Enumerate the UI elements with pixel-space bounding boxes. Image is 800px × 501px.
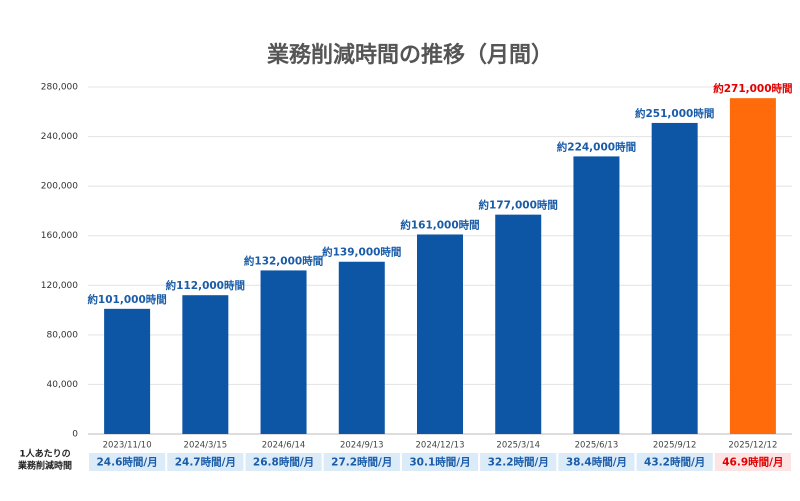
per-person-cell	[714, 453, 791, 471]
x-tick-label: 2025/9/12	[653, 441, 697, 451]
per-person-cell	[89, 453, 166, 471]
per-person-value: 27.2時間/月	[331, 456, 392, 469]
value-label: 約132,000時間	[244, 254, 323, 267]
x-tick-label: 2025/6/13	[575, 441, 619, 451]
x-tick-label: 2025/3/14	[496, 441, 540, 451]
y-tick-label: 200,000	[41, 182, 78, 192]
value-label: 約139,000時間	[322, 246, 401, 259]
bar	[651, 122, 698, 435]
bar	[495, 214, 542, 434]
per-person-value: 30.1時間/月	[409, 456, 470, 469]
x-tick-label: 2024/12/13	[416, 441, 465, 451]
bar	[182, 295, 229, 434]
row-label: 1人あたりの	[19, 448, 70, 460]
bar	[417, 234, 463, 434]
value-label: 約224,000時間	[557, 140, 636, 153]
x-tick-label: 2023/11/10	[103, 441, 152, 451]
value-label: 約177,000時間	[479, 199, 558, 212]
y-tick-label: 40,000	[47, 380, 79, 390]
bar	[104, 308, 151, 434]
per-person-cell	[167, 453, 244, 471]
per-person-cell	[636, 453, 713, 471]
per-person-value: 24.7時間/月	[175, 456, 236, 469]
x-tick-label: 2024/6/14	[262, 441, 306, 451]
bar	[573, 156, 620, 434]
value-label: 約271,000時間	[713, 82, 792, 95]
value-label: 約161,000時間	[400, 218, 479, 231]
per-person-value: 32.2時間/月	[488, 456, 549, 469]
per-person-cell	[245, 453, 322, 471]
bar	[729, 98, 776, 435]
per-person-value: 43.2時間/月	[644, 456, 705, 469]
row-label: 業務削減時間	[17, 460, 72, 472]
value-label: 約112,000時間	[166, 279, 245, 292]
per-person-cell	[401, 453, 479, 471]
x-tick-label: 2024/3/15	[184, 441, 228, 451]
per-person-value: 26.8時間/月	[253, 456, 314, 469]
value-label: 約101,000時間	[87, 293, 166, 306]
y-tick-label: 240,000	[41, 132, 78, 142]
y-tick-label: 160,000	[41, 231, 78, 241]
x-tick-label: 2024/9/13	[340, 441, 384, 451]
bar	[260, 270, 307, 434]
per-person-cell	[323, 453, 400, 471]
x-tick-label: 2025/12/12	[728, 441, 777, 451]
y-tick-label: 280,000	[41, 83, 78, 93]
per-person-value: 46.9時間/月	[722, 456, 783, 469]
y-tick-label: 120,000	[41, 281, 78, 291]
y-tick-label: 0	[72, 430, 78, 440]
per-person-cell	[480, 453, 557, 471]
per-person-cell	[558, 453, 635, 471]
value-label: 約251,000時間	[635, 107, 714, 120]
per-person-value: 38.4時間/月	[566, 456, 627, 469]
bar	[338, 261, 385, 434]
chart-title: 業務削減時間の推移（月間）	[267, 42, 553, 68]
y-tick-label: 80,000	[47, 330, 79, 340]
per-person-value: 24.6時間/月	[96, 456, 157, 469]
